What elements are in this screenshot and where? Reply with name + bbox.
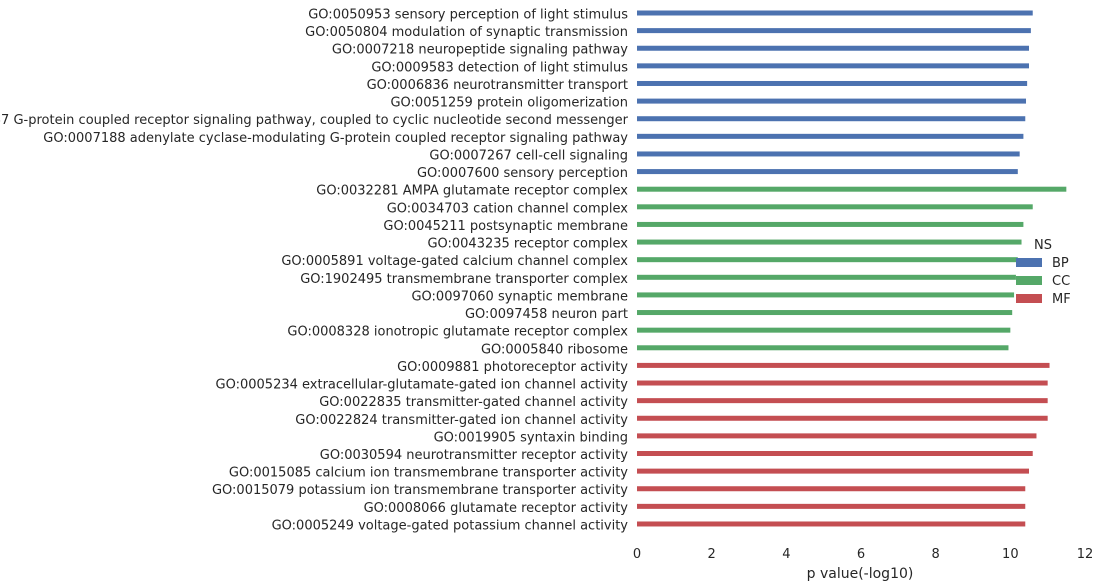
- category-label: GO:0009881 photoreceptor activity: [397, 360, 628, 375]
- bar-bp: [637, 28, 1031, 34]
- category-label: GO:0009583 detection of light stimulus: [371, 60, 628, 75]
- category-label: GO:0007188 adenylate cyclase-modulating …: [43, 131, 628, 146]
- x-axis-ticks-group: 0 2 4 6 8 10 12: [633, 547, 1093, 562]
- bar-cc: [637, 221, 1024, 227]
- category-label: GO:0008066 glutamate receptor activity: [364, 501, 629, 516]
- category-label: GO:0005840 ribosome: [481, 342, 628, 357]
- bar-cc: [637, 345, 1009, 351]
- legend-swatch-bp: [1016, 258, 1042, 267]
- category-label: GO:0006836 neurotransmitter transport: [367, 78, 628, 93]
- legend-label-bp: BP: [1052, 256, 1069, 271]
- bar-mf: [637, 433, 1037, 439]
- category-label: GO:0007600 sensory perception: [417, 166, 628, 181]
- bar-bp: [637, 80, 1028, 86]
- category-label: GO:0022835 transmitter-gated channel act…: [319, 395, 628, 410]
- bar-bp: [637, 116, 1026, 122]
- category-label: GO:0007218 neuropeptide signaling pathwa…: [332, 43, 628, 58]
- bar-cc: [637, 274, 1016, 280]
- bar-mf: [637, 468, 1029, 474]
- category-label: GO:0015085 calcium ion transmembrane tra…: [229, 466, 628, 481]
- category-label: GO:0005234 extracellular-glutamate-gated…: [216, 378, 629, 393]
- bar-cc: [637, 204, 1033, 210]
- category-label: GO:0007187 G-protein coupled receptor si…: [0, 113, 629, 128]
- bar-bp: [637, 45, 1029, 51]
- category-label: GO:0008328 ionotropic glutamate receptor…: [287, 325, 628, 340]
- bar-mf: [637, 503, 1026, 509]
- x-axis-label: p value(-log10): [807, 566, 914, 582]
- x-tick-label: 12: [1077, 547, 1094, 562]
- category-labels-group: GO:0050953 sensory perception of light s…: [0, 8, 629, 534]
- category-label: GO:0034703 cation channel complex: [387, 201, 629, 216]
- bar-mf: [637, 486, 1026, 492]
- bar-cc: [637, 239, 1022, 245]
- legend-label-mf: MF: [1052, 292, 1071, 307]
- category-label: GO:0015079 potassium ion transmembrane t…: [212, 483, 628, 498]
- x-tick-label: 8: [932, 547, 940, 562]
- bar-cc: [637, 292, 1015, 298]
- category-label: GO:0097060 synaptic membrane: [411, 289, 628, 304]
- bar-mf: [637, 380, 1048, 386]
- category-label: GO:0051259 protein oligomerization: [390, 96, 628, 111]
- legend-swatch-cc: [1016, 276, 1042, 285]
- x-tick-label: 6: [857, 547, 865, 562]
- bars-group: [637, 10, 1067, 527]
- category-label: GO:0032281 AMPA glutamate receptor compl…: [316, 184, 628, 199]
- category-label: GO:0005891 voltage-gated calcium channel…: [281, 254, 628, 269]
- legend-label-cc: CC: [1052, 274, 1070, 289]
- x-tick-label: 4: [782, 547, 790, 562]
- category-label: GO:0007267 cell-cell signaling: [429, 148, 628, 163]
- bar-bp: [637, 98, 1027, 104]
- category-label: GO:0043235 receptor complex: [427, 237, 628, 252]
- bar-mf: [637, 362, 1050, 368]
- bar-mf: [637, 415, 1048, 421]
- x-tick-label: 0: [633, 547, 641, 562]
- category-label: GO:0019905 syntaxin binding: [434, 430, 628, 445]
- x-tick-label: 2: [708, 547, 716, 562]
- bar-cc: [637, 257, 1018, 263]
- category-label: GO:0050804 modulation of synaptic transm…: [305, 25, 628, 40]
- bar-mf: [637, 398, 1048, 404]
- x-tick-label: 10: [1002, 547, 1019, 562]
- legend-title: NS: [1034, 238, 1052, 253]
- bar-cc: [637, 327, 1011, 333]
- bar-bp: [637, 169, 1018, 175]
- bar-mf: [637, 451, 1033, 456]
- category-label: GO:1902495 transmembrane transporter com…: [300, 272, 628, 287]
- legend-swatch-mf: [1016, 294, 1042, 303]
- bar-cc: [637, 310, 1013, 316]
- category-label: GO:0030594 neurotransmitter receptor act…: [320, 448, 629, 463]
- legend: NS BP CC MF: [1016, 238, 1071, 307]
- category-label: GO:0045211 postsynaptic membrane: [383, 219, 628, 234]
- bar-bp: [637, 133, 1024, 139]
- bar-bp: [637, 151, 1020, 157]
- bar-mf: [637, 521, 1026, 527]
- category-label: GO:0097458 neuron part: [465, 307, 628, 322]
- bar-bp: [637, 10, 1033, 16]
- category-label: GO:0050953 sensory perception of light s…: [308, 8, 628, 23]
- bar-bp: [637, 63, 1029, 69]
- category-label: GO:0022824 transmitter-gated ion channel…: [295, 413, 628, 428]
- bar-cc: [637, 186, 1067, 192]
- category-label: GO:0005249 voltage-gated potassium chann…: [272, 518, 629, 533]
